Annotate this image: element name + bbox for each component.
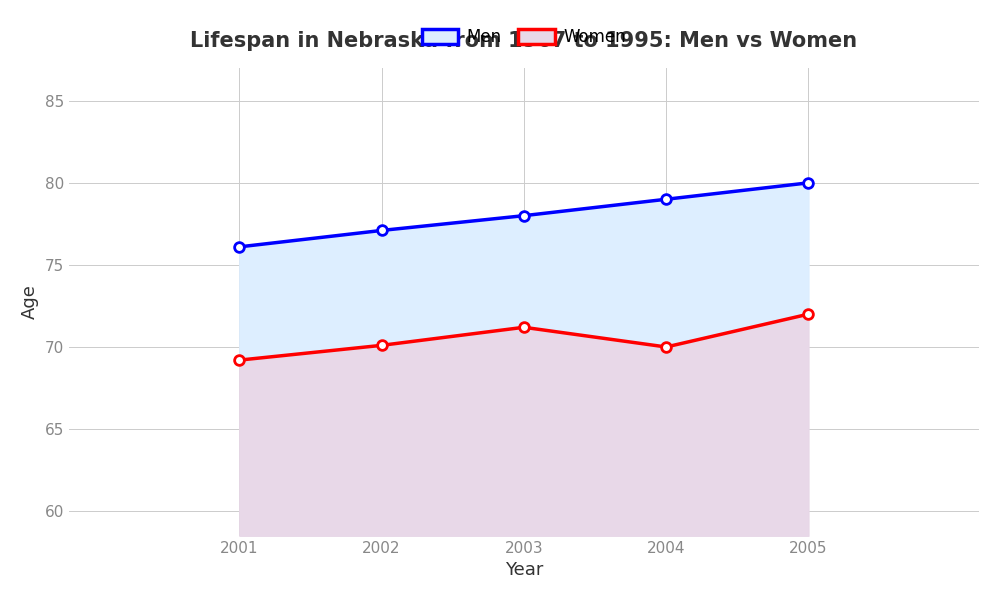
Men (376, 227, 388, 234)
Women (233, 356, 245, 364)
Title: Lifespan in Nebraska from 1967 to 1995: Men vs Women: Lifespan in Nebraska from 1967 to 1995: … (190, 31, 857, 51)
Line: Men: Men (234, 178, 813, 252)
Line: Women: Women (234, 309, 813, 365)
Women (802, 311, 814, 318)
Women (518, 323, 530, 331)
Men (518, 212, 530, 219)
Y-axis label: Age: Age (21, 284, 39, 319)
Men (233, 243, 245, 250)
Women (660, 343, 672, 350)
Men (660, 196, 672, 203)
X-axis label: Year: Year (505, 561, 543, 579)
Women (376, 342, 388, 349)
Men (802, 179, 814, 187)
Legend: Men, Women: Men, Women (413, 20, 634, 55)
